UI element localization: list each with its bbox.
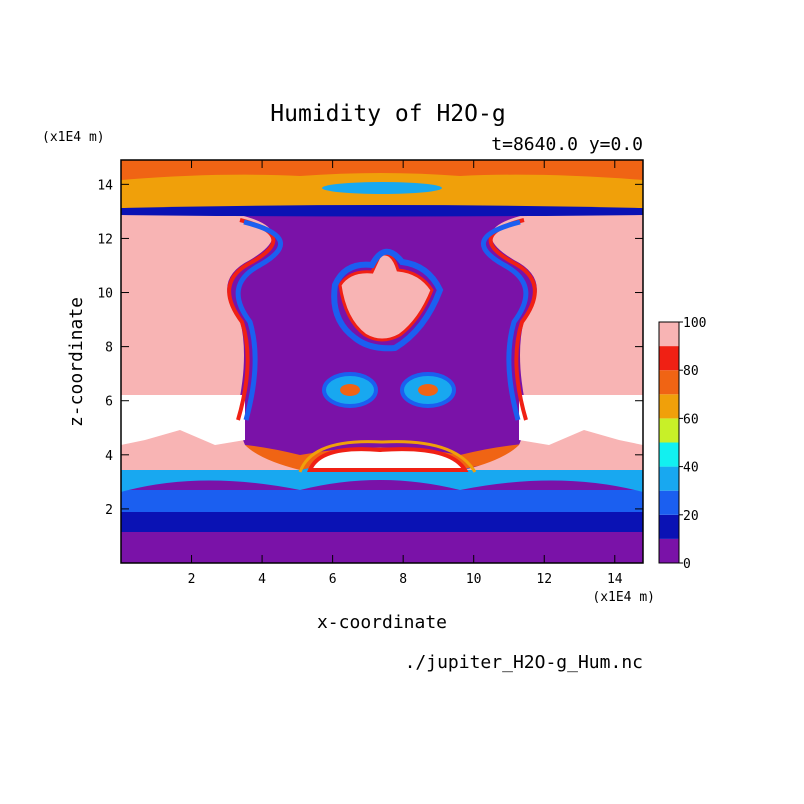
colorbar-swatch xyxy=(659,322,679,347)
x-tick-label: 2 xyxy=(188,572,196,587)
chart-subtitle: t=8640.0 y=0.0 xyxy=(491,134,643,155)
y-tick-label: 8 xyxy=(105,341,113,356)
source-file-label: ./jupiter_H2O-g_Hum.nc xyxy=(405,652,643,673)
plot-area xyxy=(121,160,643,563)
x-axis-label: x-coordinate xyxy=(317,612,447,633)
colorbar-swatch xyxy=(659,490,679,515)
colorbar-tick-label: 40 xyxy=(683,461,699,476)
x-tick-label: 4 xyxy=(258,572,266,587)
colorbar-swatch xyxy=(659,466,679,491)
y-tick-label: 6 xyxy=(105,395,113,410)
colorbar-swatch xyxy=(659,442,679,467)
y-tick-label: 2 xyxy=(105,503,113,518)
y-tick-label: 12 xyxy=(97,232,113,247)
y-tick-label: 4 xyxy=(105,449,113,464)
colorbar-swatch xyxy=(659,370,679,395)
colorbar-frame xyxy=(658,321,680,564)
plot-frame xyxy=(120,159,644,564)
colorbar-ticks: 0 20 40 60 80 100 xyxy=(679,316,706,572)
colorbar-swatch xyxy=(659,418,679,443)
chart-title: Humidity of H2O-g xyxy=(270,101,505,127)
x-tick-label: 10 xyxy=(466,572,482,587)
colorbar-tick-label: 60 xyxy=(683,412,699,427)
colorbar-swatch xyxy=(659,394,679,419)
y-axis: 2 4 6 8 10 12 14 xyxy=(97,178,643,518)
colorbar-tick-label: 80 xyxy=(683,364,699,379)
colorbar-swatch xyxy=(659,538,679,563)
x-axis: 2 4 6 8 10 12 14 xyxy=(188,160,623,587)
y-unit-label: (x1E4 m) xyxy=(42,130,105,145)
x-tick-label: 12 xyxy=(536,572,552,587)
colorbar-tick-label: 100 xyxy=(683,316,706,331)
x-tick-label: 14 xyxy=(607,572,623,587)
colorbar xyxy=(658,321,680,564)
colorbar-tick-label: 0 xyxy=(683,557,691,572)
colorbar-swatch xyxy=(659,346,679,371)
y-tick-label: 10 xyxy=(97,287,113,302)
x-tick-label: 6 xyxy=(329,572,337,587)
y-axis-label: z-coordinate xyxy=(66,297,87,427)
colorbar-swatch xyxy=(659,514,679,539)
x-unit-label: (x1E4 m) xyxy=(592,590,655,605)
x-tick-label: 8 xyxy=(399,572,407,587)
y-tick-label: 14 xyxy=(97,178,113,193)
colorbar-tick-label: 20 xyxy=(683,509,699,524)
